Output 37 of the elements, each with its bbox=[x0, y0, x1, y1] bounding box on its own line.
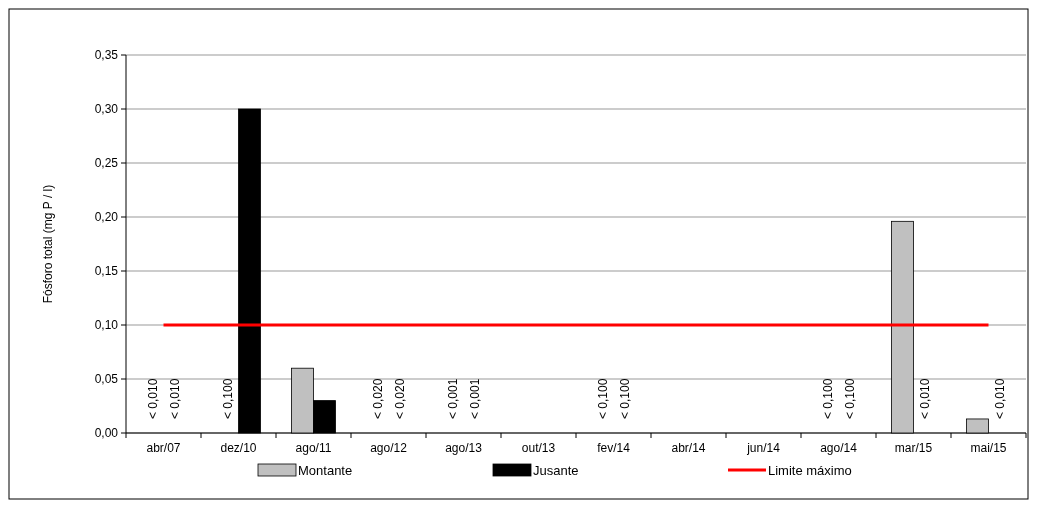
y-tick-label: 0,05 bbox=[94, 372, 119, 387]
x-tick-label: mar/15 bbox=[894, 441, 933, 455]
text: < 0,010 bbox=[145, 378, 160, 419]
x-tick-label: ago/12 bbox=[370, 441, 408, 455]
text: < 0,020 bbox=[370, 378, 385, 419]
text: < 0,010 bbox=[917, 378, 932, 419]
text: < 0,100 bbox=[617, 378, 632, 419]
x-tick-label: ago/14 bbox=[820, 441, 858, 455]
y-tick-label: 0,20 bbox=[94, 210, 119, 225]
x-tick-label: abr/14 bbox=[671, 441, 706, 455]
x-tick-label: abr/07 bbox=[146, 441, 181, 455]
y-tick-label: 0,15 bbox=[94, 264, 119, 279]
text: < 0,100 bbox=[842, 378, 857, 419]
x-tick-label: ago/13 bbox=[445, 441, 483, 455]
y-tick-label: 0,35 bbox=[94, 48, 119, 63]
y-tick-label: 0,25 bbox=[94, 156, 119, 171]
x-tick-label: dez/10 bbox=[220, 441, 257, 455]
text: < 0,010 bbox=[167, 378, 182, 419]
y-tick-label: 0,10 bbox=[94, 318, 119, 333]
legend-label: Limite máximo bbox=[768, 462, 852, 478]
text: < 0,100 bbox=[220, 378, 235, 419]
text: < 0,020 bbox=[392, 378, 407, 419]
x-tick-label: ago/11 bbox=[295, 441, 332, 455]
y-tick-label: 0,30 bbox=[94, 102, 119, 117]
x-tick-label: mai/15 bbox=[970, 441, 1007, 455]
text: < 0,010 bbox=[992, 378, 1007, 419]
y-tick-label: 0,00 bbox=[94, 426, 119, 441]
text: < 0,100 bbox=[820, 378, 835, 419]
x-tick-label: out/13 bbox=[521, 441, 556, 455]
y-axis-title: Fósforo total (mg P / l) bbox=[41, 184, 55, 304]
text: < 0,001 bbox=[445, 378, 460, 419]
x-tick-label: jun/14 bbox=[746, 441, 781, 455]
x-tick-label: fev/14 bbox=[597, 441, 631, 455]
legend-label: Montante bbox=[298, 462, 353, 478]
text: < 0,100 bbox=[595, 378, 610, 419]
legend-label: Jusante bbox=[533, 462, 579, 478]
text: < 0,001 bbox=[467, 378, 482, 419]
